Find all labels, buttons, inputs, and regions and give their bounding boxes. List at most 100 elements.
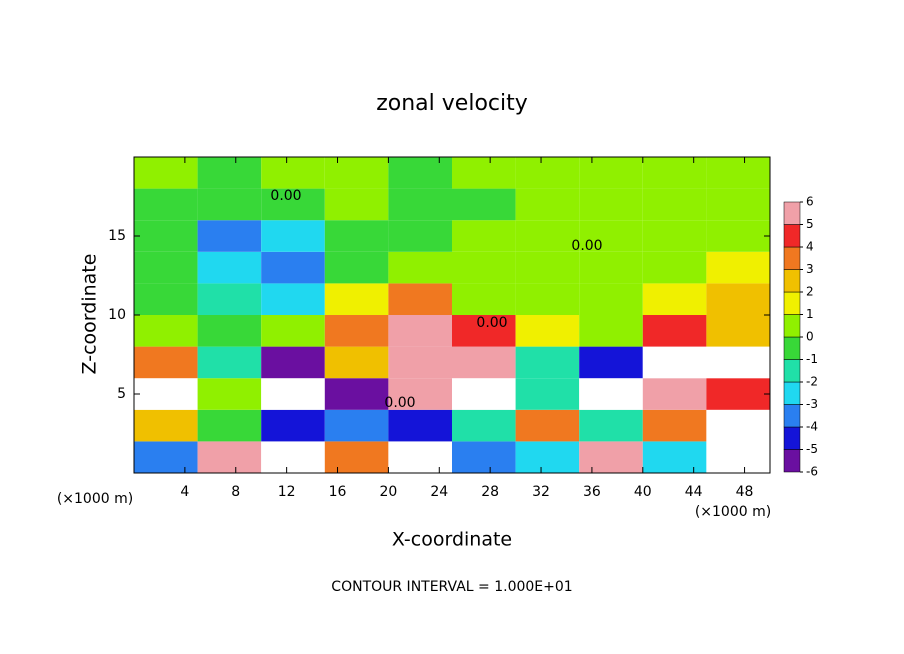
cell <box>388 283 452 315</box>
cell <box>261 283 325 315</box>
cell <box>706 251 770 284</box>
cell <box>388 346 452 379</box>
colorbar-label: -4 <box>806 420 818 434</box>
colorbar-swatch <box>783 291 801 315</box>
cell <box>706 220 770 252</box>
cell <box>452 188 516 221</box>
cell <box>515 441 580 473</box>
contour-label: 0.00 <box>384 395 415 411</box>
cell <box>515 188 580 221</box>
cell <box>261 157 325 189</box>
cell <box>261 346 325 379</box>
cell <box>706 315 770 347</box>
cell <box>515 251 580 284</box>
cell <box>579 251 643 284</box>
cell <box>261 251 325 284</box>
cell <box>642 188 707 221</box>
cell <box>324 251 389 284</box>
x-tick-label: 4 <box>180 484 189 500</box>
colorbar-label: -2 <box>806 375 818 389</box>
cell <box>261 315 325 347</box>
cell <box>706 378 770 410</box>
colorbar-swatch <box>783 314 801 338</box>
cell <box>324 157 389 189</box>
cell <box>515 315 580 347</box>
cell <box>452 283 516 315</box>
cell <box>452 220 516 252</box>
x-tick-label: 28 <box>481 484 499 500</box>
cell <box>452 251 516 284</box>
x-tick-label: 8 <box>231 484 240 500</box>
cell <box>134 220 198 252</box>
cell <box>197 157 262 189</box>
cell <box>642 346 707 379</box>
cell <box>642 378 707 410</box>
cell <box>706 409 770 442</box>
colorbar-swatch <box>783 224 801 248</box>
cell <box>642 251 707 284</box>
colorbar-label: 1 <box>806 307 814 321</box>
x-tick-label: 16 <box>329 484 347 500</box>
cell <box>134 346 198 379</box>
x-tick-label: 20 <box>379 484 397 500</box>
cell <box>388 220 452 252</box>
cell <box>642 441 707 473</box>
x-axis-label: X-coordinate <box>392 529 512 551</box>
y-tick-label: 5 <box>117 386 126 402</box>
y-tick-label: 10 <box>108 307 126 323</box>
cell <box>706 441 770 473</box>
cell <box>324 188 389 221</box>
cell <box>261 378 325 410</box>
cell <box>515 378 580 410</box>
cell <box>642 409 707 442</box>
cell <box>261 220 325 252</box>
cell <box>134 409 198 442</box>
cell <box>197 188 262 221</box>
cell <box>197 409 262 442</box>
colorbar-label: 2 <box>806 285 814 299</box>
cell <box>579 220 643 252</box>
cell <box>388 409 452 442</box>
cell <box>324 346 389 379</box>
cell <box>388 251 452 284</box>
cell <box>642 157 707 189</box>
cell <box>515 409 580 442</box>
cell <box>579 441 643 473</box>
chart-title: zonal velocity <box>376 91 528 116</box>
cell <box>452 378 516 410</box>
cell <box>197 315 262 347</box>
cell <box>706 188 770 221</box>
cell <box>706 157 770 189</box>
x-tick-label: 40 <box>634 484 652 500</box>
cell <box>197 346 262 379</box>
cell <box>197 251 262 284</box>
cell <box>452 441 516 473</box>
x-tick-label: 44 <box>685 484 703 500</box>
cell <box>515 220 580 252</box>
cell <box>579 409 643 442</box>
colorbar-swatch <box>783 359 801 383</box>
cell <box>642 220 707 252</box>
cell <box>261 409 325 442</box>
cell <box>452 346 516 379</box>
colorbar-swatch <box>783 269 801 293</box>
colorbar-swatch <box>783 381 801 405</box>
x-tick-label: 32 <box>532 484 550 500</box>
cell <box>388 441 452 473</box>
cell <box>324 220 389 252</box>
cell <box>197 378 262 410</box>
cell <box>197 220 262 252</box>
cell <box>261 441 325 473</box>
cell <box>579 157 643 189</box>
cell <box>197 283 262 315</box>
colorbar-label: -3 <box>806 397 818 411</box>
x-tick-label: 24 <box>430 484 448 500</box>
cell <box>642 315 707 347</box>
y-axis-label: Z-coordinate <box>79 254 101 375</box>
cell <box>134 441 198 473</box>
footer: CONTOUR INTERVAL = 1.000E+01 <box>331 579 572 595</box>
cell <box>134 157 198 189</box>
contour-label: 0.00 <box>476 315 507 331</box>
cell <box>324 378 389 410</box>
